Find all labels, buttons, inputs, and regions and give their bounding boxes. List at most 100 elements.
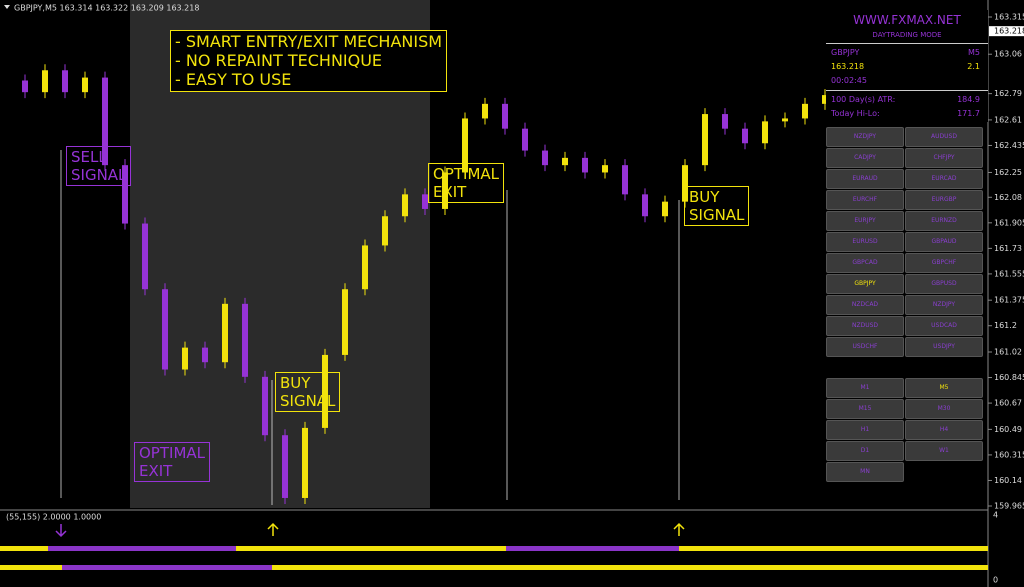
candle — [522, 128, 528, 151]
panel-text: M5 — [968, 48, 980, 57]
candle — [402, 194, 408, 217]
timeframe-button[interactable]: MN — [826, 462, 904, 482]
timeframe-button[interactable]: M5 — [905, 378, 983, 398]
annotation-box: - SMART ENTRY/EXIT MECHANISM - NO REPAINT… — [170, 30, 448, 92]
timeframe-button[interactable]: M15 — [826, 399, 904, 419]
symbol-button[interactable]: GBPAUD — [905, 232, 983, 252]
candle — [382, 216, 388, 246]
timeframe-button[interactable]: M1 — [826, 378, 904, 398]
indicator-max: 4 — [993, 511, 998, 520]
panel-text: 00:02:45 — [831, 76, 867, 85]
arrow-down — [55, 524, 67, 538]
annotation-line: BUY — [280, 374, 311, 392]
candle — [282, 435, 288, 498]
symbol-button[interactable]: EURCHF — [826, 190, 904, 210]
symbol-button[interactable]: USDCHF — [826, 337, 904, 357]
y-tick-label: 160.49 — [994, 425, 1022, 434]
candle — [102, 77, 108, 166]
indicator-seg — [0, 565, 62, 570]
panel-rule — [826, 90, 988, 91]
symbol-button[interactable]: CHFJPY — [905, 148, 983, 168]
candle — [22, 80, 28, 93]
timeframe-button[interactable]: W1 — [905, 441, 983, 461]
y-tick-label: 161.02 — [994, 348, 1022, 357]
annotation-box: BUY SIGNAL — [275, 372, 341, 412]
annotation-line: OPTIMAL — [139, 444, 205, 462]
y-tick-label: 161.375 — [994, 296, 1024, 305]
candle — [802, 103, 808, 119]
annotation-line: SIGNAL — [280, 392, 336, 410]
symbol-button[interactable]: CADJPY — [826, 148, 904, 168]
symbol-button[interactable]: GBPJPY — [826, 274, 904, 294]
annotation-line: SIGNAL — [71, 166, 127, 184]
y-tick-label: 162.61 — [994, 115, 1022, 124]
timeframe-button[interactable]: M30 — [905, 399, 983, 419]
symbol-button[interactable]: USDCAD — [905, 316, 983, 336]
symbol-button[interactable]: GBPCAD — [826, 253, 904, 273]
panel-text: WWW.FXMAX.NET — [853, 13, 961, 27]
candle — [262, 376, 268, 436]
candle — [582, 157, 588, 173]
panel-text: 2.1 — [967, 62, 980, 71]
y-tick-label: 159.965 — [994, 502, 1024, 511]
annotation-box: BUY SIGNAL — [684, 186, 750, 226]
annotation-line: EXIT — [139, 462, 173, 480]
symbol-button[interactable]: USDJPY — [905, 337, 983, 357]
candle — [542, 150, 548, 166]
annotation-line: - EASY TO USE — [175, 70, 292, 90]
panel-text: 184.9 — [957, 95, 980, 104]
symbol-button[interactable]: GBPUSD — [905, 274, 983, 294]
timeframe-button[interactable]: H4 — [905, 420, 983, 440]
candle — [62, 70, 68, 93]
candle — [642, 194, 648, 217]
indicator-seg — [679, 546, 988, 551]
symbol-button[interactable]: GBPCHF — [905, 253, 983, 273]
timeframe-button[interactable]: H1 — [826, 420, 904, 440]
symbol-button[interactable]: EURJPY — [826, 211, 904, 231]
annotation-line: SIGNAL — [689, 206, 745, 224]
y-tick-label: 162.08 — [994, 193, 1022, 202]
candle — [482, 103, 488, 119]
symbol-button[interactable]: EURAUD — [826, 169, 904, 189]
symbol-button[interactable]: NZDUSD — [826, 316, 904, 336]
panel-text: Today Hi-Lo: — [831, 109, 880, 118]
candle — [362, 245, 368, 290]
candle — [602, 165, 608, 173]
candle — [762, 121, 768, 144]
indicator-seg — [48, 546, 236, 551]
annotation-line: - SMART ENTRY/EXIT MECHANISM — [175, 32, 443, 51]
candle — [562, 157, 568, 166]
symbol-header: GBPJPY,M5 163.314 163.322 163.209 163.21… — [14, 4, 199, 13]
indicator-seg — [236, 546, 506, 551]
candle — [42, 70, 48, 93]
candle — [302, 427, 308, 498]
y-tick-label: 160.845 — [994, 373, 1024, 382]
arrow-up — [673, 522, 685, 536]
candle — [142, 223, 148, 290]
y-tick-label: 163.315 — [994, 13, 1024, 22]
indicator-seg — [62, 565, 272, 570]
y-tick-label: 160.315 — [994, 450, 1024, 459]
y-tick-label: 162.79 — [994, 89, 1022, 98]
symbol-button[interactable]: EURGBP — [905, 190, 983, 210]
panel-text: 163.218 — [831, 62, 865, 71]
candle — [162, 289, 168, 370]
candle — [702, 114, 708, 166]
timeframe-button[interactable]: D1 — [826, 441, 904, 461]
symbol-button[interactable]: AUDUSD — [905, 127, 983, 147]
indicator-label: (55,155) 2.0000 1.0000 — [6, 513, 101, 522]
candle — [422, 194, 428, 209]
symbol-button[interactable]: NZDCAD — [826, 295, 904, 315]
candle — [822, 95, 828, 104]
y-tick-label: 161.73 — [994, 244, 1022, 253]
y-tick-label: 161.2 — [994, 321, 1017, 330]
indicator-min: 0 — [993, 576, 998, 585]
annotation-line: SELL — [71, 148, 107, 166]
symbol-button[interactable]: EURNZD — [905, 211, 983, 231]
symbol-button[interactable]: NZDJPY — [826, 127, 904, 147]
symbol-button[interactable]: NZDJPY — [905, 295, 983, 315]
annotation-line: BUY — [689, 188, 720, 206]
symbol-button[interactable]: EURCAD — [905, 169, 983, 189]
symbol-button[interactable]: EURUSD — [826, 232, 904, 252]
indicator-seg — [272, 565, 988, 570]
